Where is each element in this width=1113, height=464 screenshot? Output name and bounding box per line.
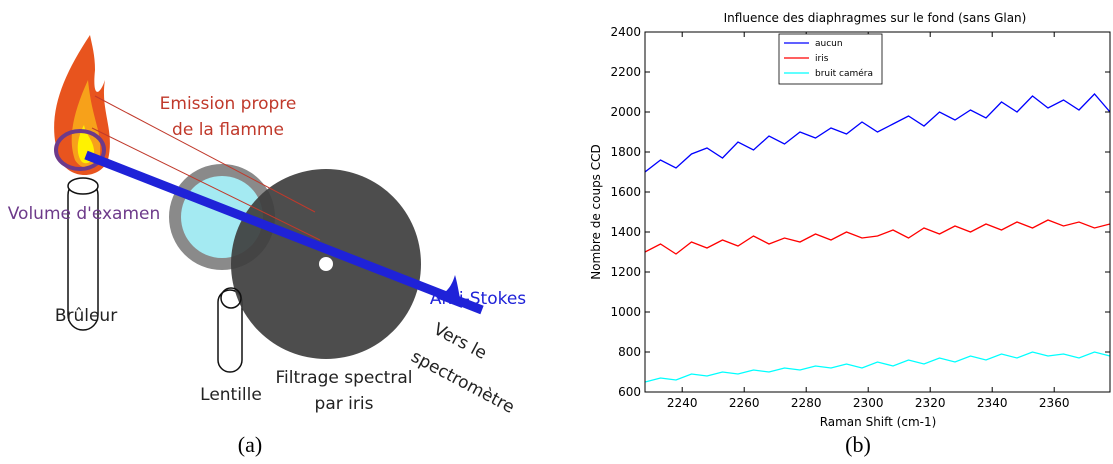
series-line: [645, 351, 1110, 383]
y-tick-label: 1600: [610, 185, 641, 199]
label: de la flamme: [172, 120, 284, 140]
y-tick-label: 800: [618, 345, 641, 359]
legend-label: bruit caméra: [815, 68, 873, 79]
x-tick-label: 2280: [791, 396, 822, 410]
burner-top: [67, 177, 99, 195]
x-tick-label: 2300: [853, 396, 884, 410]
label: Filtrage spectral: [276, 368, 413, 388]
caption: (b): [845, 432, 871, 457]
plot-frame: [644, 31, 1111, 393]
examination-volume: [54, 129, 106, 171]
x-tick-label: 2360: [1039, 396, 1070, 410]
x-tick-label: 2320: [915, 396, 946, 410]
legend-label: iris: [815, 54, 829, 64]
iris-hole: [319, 257, 333, 271]
y-tick-label: 2000: [610, 105, 641, 119]
emission-ray: [91, 127, 321, 241]
x-tick-label: 2240: [667, 396, 698, 410]
y-tick-label: 1400: [610, 225, 641, 239]
label: Volume d'examen: [8, 204, 161, 224]
y-tick-label: 600: [618, 385, 641, 399]
y-tick-label: 1000: [610, 305, 641, 319]
y-tick-label: 2400: [610, 25, 641, 39]
label: spectromètre: [408, 347, 518, 418]
caption: (a): [238, 432, 262, 457]
legend-label: aucun: [815, 39, 843, 49]
x-tick-label: 2340: [977, 396, 1008, 410]
legend-box: [778, 33, 883, 85]
diagram: Emission propre de la flamme Volume d'ex…: [8, 35, 526, 457]
series-line: [645, 219, 1110, 255]
x-tick-label: 2260: [729, 396, 760, 410]
label: Emission propre: [160, 94, 297, 114]
lens-stand: [217, 289, 243, 373]
y-tick-label: 2200: [610, 65, 641, 79]
chart-title: Influence des diaphragmes sur le fond (s…: [724, 11, 1027, 25]
label: Vers le: [430, 319, 490, 364]
label: Anti-Stokes: [430, 289, 526, 309]
y-tick-label: 1200: [610, 265, 641, 279]
chart: Influence des diaphragmes sur le fond (s…: [589, 11, 1111, 457]
series-line: [645, 93, 1110, 173]
x-axis-label: Raman Shift (cm-1): [820, 415, 937, 429]
y-axis-label: Nombre de coups CCD: [589, 144, 603, 280]
anti-stokes-peak: [436, 275, 462, 308]
y-tick-label: 1800: [610, 145, 641, 159]
label: Brûleur: [55, 306, 117, 326]
emission-ray: [94, 95, 316, 213]
label: par iris: [315, 394, 374, 414]
beam: [84, 150, 484, 315]
label: Lentille: [200, 385, 262, 405]
lens-stand-top: [220, 287, 242, 309]
